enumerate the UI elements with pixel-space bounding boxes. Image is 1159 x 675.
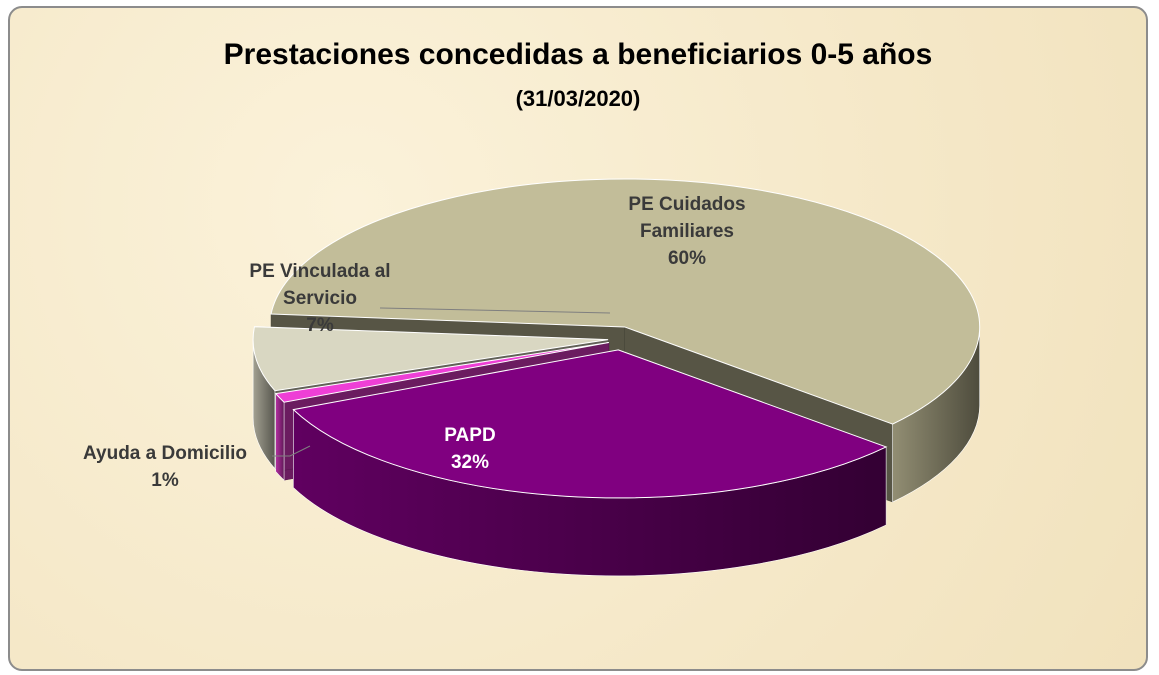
category-label: Ayuda a Domicilio (83, 443, 247, 464)
value-label: 7% (306, 315, 334, 336)
category-label: PAPD (444, 425, 496, 446)
value-label: 1% (151, 470, 179, 491)
pie-slice (252, 326, 609, 392)
value-label: 32% (450, 452, 490, 473)
pie-plot (252, 178, 981, 577)
leader-line (379, 307, 611, 314)
pie-slice (274, 342, 609, 403)
category-label: PE Cuidados Familiares (628, 194, 746, 242)
chart-subtitle: (31/03/2020) (515, 86, 641, 111)
chart: Prestaciones concedidas a beneficiarios … (8, 6, 1148, 671)
category-label: PE Vinculada al Servicio (249, 261, 391, 309)
leader-line (272, 445, 311, 457)
value-label: 60% (667, 248, 707, 269)
pie-slice (292, 349, 888, 499)
pie-slice (270, 178, 981, 425)
chart-title: Prestaciones concedidas a beneficiarios … (223, 38, 933, 71)
